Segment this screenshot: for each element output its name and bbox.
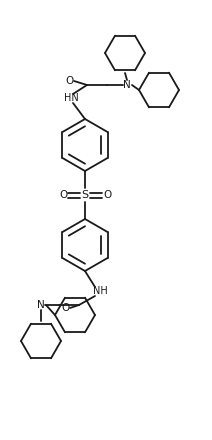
Text: S: S — [81, 190, 89, 200]
Text: O: O — [65, 76, 73, 86]
Text: O: O — [103, 190, 111, 200]
Text: NH: NH — [93, 286, 107, 296]
Text: O: O — [59, 190, 67, 200]
Text: N: N — [37, 300, 45, 310]
Text: N: N — [123, 80, 131, 90]
Text: HN: HN — [64, 93, 78, 103]
Text: O: O — [61, 303, 69, 313]
